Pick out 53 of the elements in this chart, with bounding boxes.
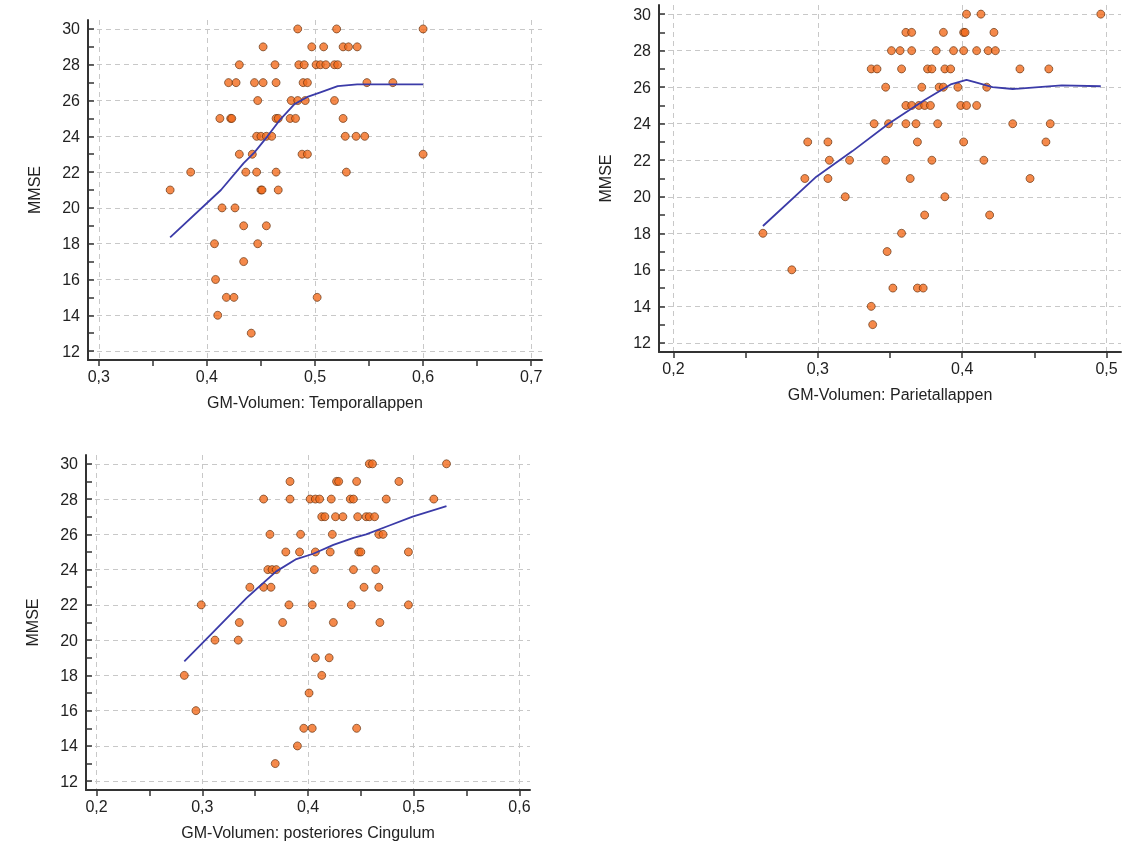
x-tick-label: 0,3 [191,797,214,815]
y-tick-label: 26 [62,92,81,110]
y-tick-label: 22 [62,163,81,181]
line-series [183,505,448,663]
x-tick-label: 0,7 [520,367,543,385]
x-tick-label: 0,4 [951,359,974,377]
y-tick-label: 14 [633,297,652,315]
x-tick-label: 0,6 [411,367,435,385]
y-tick-label: 12 [633,334,652,352]
y-tick-label: 16 [633,261,652,279]
x-tick-label: 0,5 [402,797,425,815]
y-tick-label: 26 [60,525,79,543]
y-tick-label: 26 [633,78,652,96]
y-tick-label: 30 [633,5,652,23]
x-tick-label: 0,2 [85,797,108,815]
x-tick-label: 0,3 [87,367,111,385]
x-tick-label: 0,5 [303,367,327,385]
x-axis-title: GM-Volumen: Parietallappen [787,385,993,403]
y-axis-title: MMSE [25,166,43,214]
y-tick-label: 24 [633,115,652,133]
y-tick-label: 22 [60,596,79,614]
y-tick-label: 24 [62,127,81,145]
x-tick-label: 0,4 [195,367,219,385]
y-tick-label: 18 [633,224,652,242]
x-tick-label: 0,5 [1095,359,1118,377]
y-tick-label: 22 [633,151,652,169]
y-tick-label: 30 [62,20,81,38]
y-tick-label: 24 [60,561,79,579]
x-axis-title: GM-Volumen: posteriores Cingulum [181,823,435,841]
y-tick-label: 12 [60,772,79,790]
x-tick-label: 0,6 [508,797,531,815]
x-tick-label: 0,4 [296,797,320,815]
y-tick-label: 16 [62,270,81,288]
y-axis-title: MMSE [596,154,614,203]
line-series [169,83,424,239]
y-tick-label: 28 [62,56,81,74]
y-tick-label: 20 [60,631,79,649]
y-tick-label: 28 [633,42,652,60]
x-tick-label: 0,2 [662,359,685,377]
y-tick-label: 14 [62,306,81,324]
line-series [762,78,1102,227]
y-tick-label: 18 [62,235,81,253]
y-tick-label: 14 [60,737,79,755]
y-tick-label: 20 [633,188,652,206]
x-tick-label: 0,3 [806,359,830,377]
y-tick-label: 28 [60,490,79,508]
y-tick-label: 16 [60,702,79,720]
y-tick-label: 20 [62,199,81,217]
x-axis-title: GM-Volumen: Temporallappen [207,393,423,411]
y-axis-title: MMSE [23,598,41,647]
y-tick-label: 30 [60,455,79,473]
y-tick-label: 18 [60,666,79,684]
y-tick-label: 12 [62,342,81,360]
